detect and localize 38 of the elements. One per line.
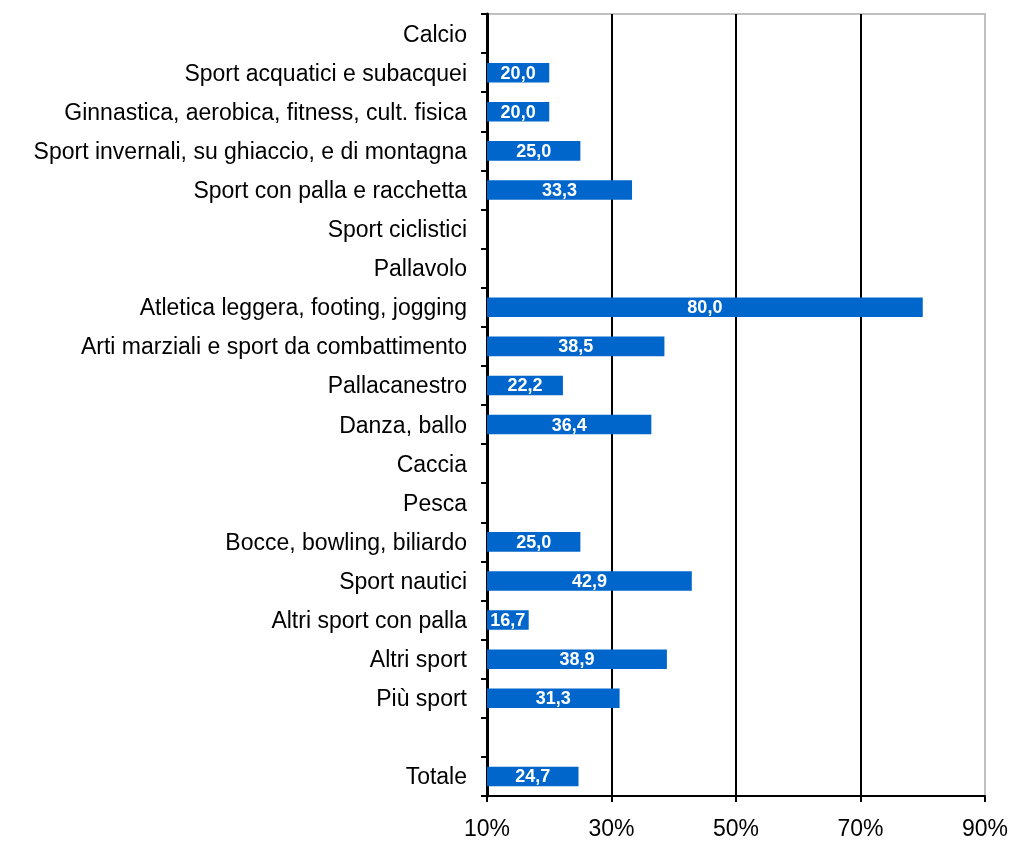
- data-label: 24,7: [515, 766, 551, 787]
- y-tick-label: Bocce, bowling, biliardo: [225, 528, 467, 555]
- y-tick-label: Atletica leggera, footing, jogging: [139, 294, 467, 321]
- y-tick-label: Più sport: [376, 685, 468, 712]
- data-label: 42,9: [571, 570, 607, 591]
- y-tick-label: Sport ciclistici: [327, 216, 467, 243]
- data-label: 36,4: [551, 414, 587, 435]
- y-tick-label: Sport invernali, su ghiaccio, e di montagna: [33, 137, 468, 164]
- y-tick-label: Altri sport: [369, 646, 468, 673]
- x-tick-label: 10%: [463, 814, 511, 841]
- y-tick-label: Sport con palla e racchetta: [193, 176, 468, 203]
- y-tick-label: Totale: [405, 763, 467, 790]
- data-label: 25,0: [516, 140, 552, 161]
- data-label: 80,0: [687, 297, 723, 318]
- data-label: 16,7: [490, 610, 526, 631]
- data-label: 33,3: [542, 179, 578, 200]
- data-label: 38,9: [559, 649, 595, 670]
- data-label: 38,5: [558, 336, 594, 357]
- data-label: 20,0: [500, 101, 536, 122]
- y-tick-label: Danza, ballo: [339, 411, 467, 438]
- data-label: 22,2: [507, 375, 543, 396]
- y-tick-label: Pesca: [403, 489, 468, 516]
- x-tick-label: 30%: [588, 814, 635, 841]
- y-tick-label: Sport nautici: [339, 567, 467, 594]
- data-label: 31,3: [535, 688, 571, 709]
- data-label: 20,0: [500, 62, 536, 83]
- y-tick-label: Caccia: [396, 450, 468, 477]
- y-tick-label: Pallavolo: [373, 255, 467, 282]
- data-label: 25,0: [516, 531, 552, 552]
- y-tick-label: Arti marziali e sport da combattimento: [80, 333, 467, 360]
- x-tick-label: 70%: [837, 814, 884, 841]
- y-tick-label: Altri sport con palla: [271, 607, 468, 634]
- y-tick-label: Ginnastica, aerobica, fitness, cult. fisica: [64, 98, 468, 125]
- x-tick-label: 50%: [712, 814, 760, 841]
- y-tick-label: Calcio: [403, 20, 467, 47]
- y-tick-label: Sport acquatici e subacquei: [184, 59, 467, 86]
- x-tick-label: 90%: [961, 814, 1009, 841]
- y-tick-label: Pallacanestro: [327, 372, 467, 399]
